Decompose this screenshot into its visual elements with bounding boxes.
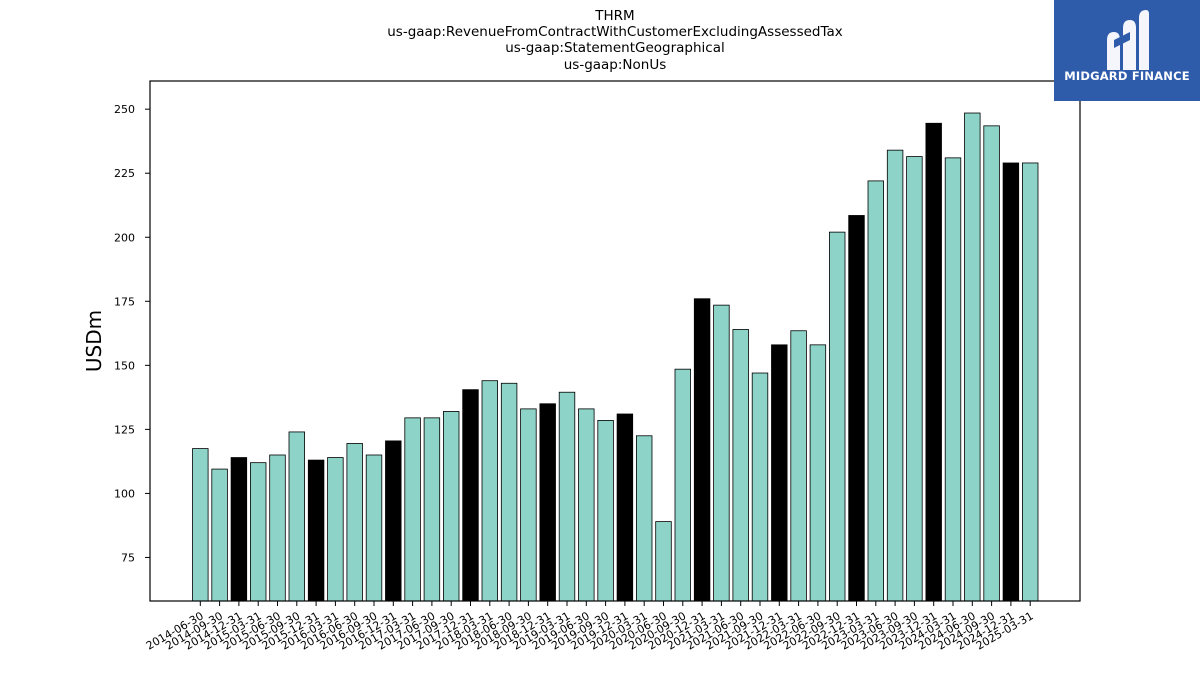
y-tick-label: 175 xyxy=(114,295,135,308)
bar xyxy=(809,344,827,602)
bar xyxy=(906,156,923,602)
bar xyxy=(442,411,460,602)
logo-text: MIDGARD FINANCE xyxy=(1064,69,1190,83)
bar xyxy=(1022,162,1039,602)
title-line-member: us-gaap:NonUs xyxy=(563,57,667,73)
bar xyxy=(423,417,441,602)
bar xyxy=(636,435,653,602)
title-line-axis: us-gaap:StatementGeographical xyxy=(505,40,725,56)
bar xyxy=(307,459,325,602)
bar xyxy=(886,149,904,602)
bar xyxy=(674,368,692,602)
bar xyxy=(558,391,576,602)
y-tick-label: 250 xyxy=(114,103,135,116)
bar xyxy=(500,382,518,602)
bar xyxy=(249,462,267,602)
bar xyxy=(848,215,865,602)
bar xyxy=(1002,162,1020,602)
bar xyxy=(481,380,499,602)
bar xyxy=(597,420,614,602)
bar xyxy=(192,448,209,602)
bar xyxy=(346,443,363,602)
bar xyxy=(655,521,672,602)
bar xyxy=(539,403,556,602)
y-axis-label: USDm xyxy=(82,310,106,372)
y-tick-label: 225 xyxy=(114,167,135,180)
bar xyxy=(616,413,634,602)
bar xyxy=(520,408,537,602)
bar xyxy=(732,329,749,602)
bar xyxy=(983,125,1000,602)
y-tick-label: 75 xyxy=(121,551,135,564)
title-line-concept: us-gaap:RevenueFromContractWithCustomerE… xyxy=(387,24,843,40)
y-tick-label: 125 xyxy=(114,423,135,436)
bar xyxy=(867,180,885,602)
bar xyxy=(829,231,846,602)
y-tick-label: 200 xyxy=(114,231,135,244)
bar xyxy=(944,157,962,602)
bar xyxy=(327,457,344,602)
midgard-finance-logo: MIDGARD FINANCE xyxy=(1054,0,1200,101)
bar xyxy=(925,122,942,602)
bar xyxy=(230,457,248,602)
title-line-ticker: THRM xyxy=(595,8,635,24)
plot-frame xyxy=(149,80,1081,602)
bar xyxy=(404,417,421,602)
bar xyxy=(693,298,711,602)
bar xyxy=(771,344,788,602)
y-tick-label: 150 xyxy=(114,359,135,372)
bar xyxy=(269,454,286,602)
bar xyxy=(578,408,595,602)
bar xyxy=(288,431,306,602)
bar xyxy=(964,112,981,602)
bar xyxy=(385,440,402,602)
bar xyxy=(713,304,730,602)
y-tick-label: 100 xyxy=(114,487,135,500)
midgard-logo-icon xyxy=(1107,10,1149,70)
bar xyxy=(462,389,479,602)
bar xyxy=(751,372,769,602)
bar xyxy=(790,330,807,602)
bar xyxy=(365,454,383,602)
bar xyxy=(211,468,228,602)
